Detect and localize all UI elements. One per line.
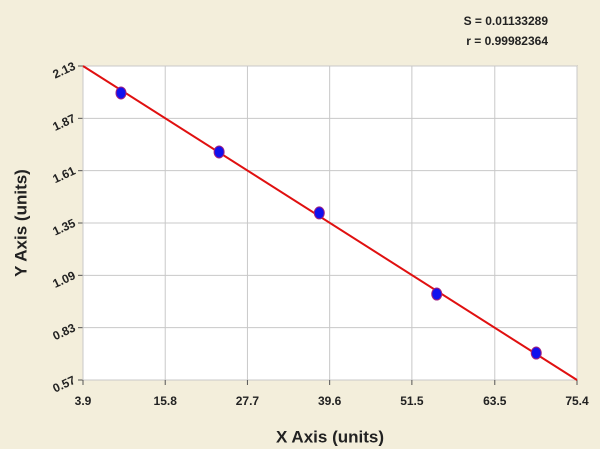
annotation: S = 0.01133289 (464, 14, 549, 28)
y-tick-label: 1.61 (51, 163, 78, 186)
x-axis-label: X Axis (units) (276, 427, 384, 446)
y-tick-label: 1.87 (51, 111, 78, 134)
x-tick-label: 39.6 (318, 394, 342, 408)
x-tick-label: 3.9 (75, 394, 92, 408)
x-tick-label: 15.8 (154, 394, 178, 408)
fit-line (82, 65, 578, 381)
x-tick-label: 27.7 (236, 394, 260, 408)
x-tick-label: 75.4 (565, 394, 589, 408)
data-point (213, 145, 225, 159)
x-tick-label: 63.5 (483, 394, 507, 408)
x-tick-label: 51.5 (400, 394, 424, 408)
y-axis-label: Y Axis (units) (11, 169, 30, 277)
y-tick-label: 1.09 (51, 268, 78, 291)
y-tick-label: 1.35 (51, 216, 78, 239)
data-point (313, 206, 325, 220)
y-tick-label: 0.57 (51, 373, 78, 396)
y-tick-label: 2.13 (51, 59, 78, 82)
data-point (115, 86, 127, 100)
y-tick-label: 0.83 (51, 320, 78, 343)
data-point (530, 346, 542, 360)
data-point (431, 287, 443, 301)
annotation: r = 0.99982364 (466, 34, 548, 48)
